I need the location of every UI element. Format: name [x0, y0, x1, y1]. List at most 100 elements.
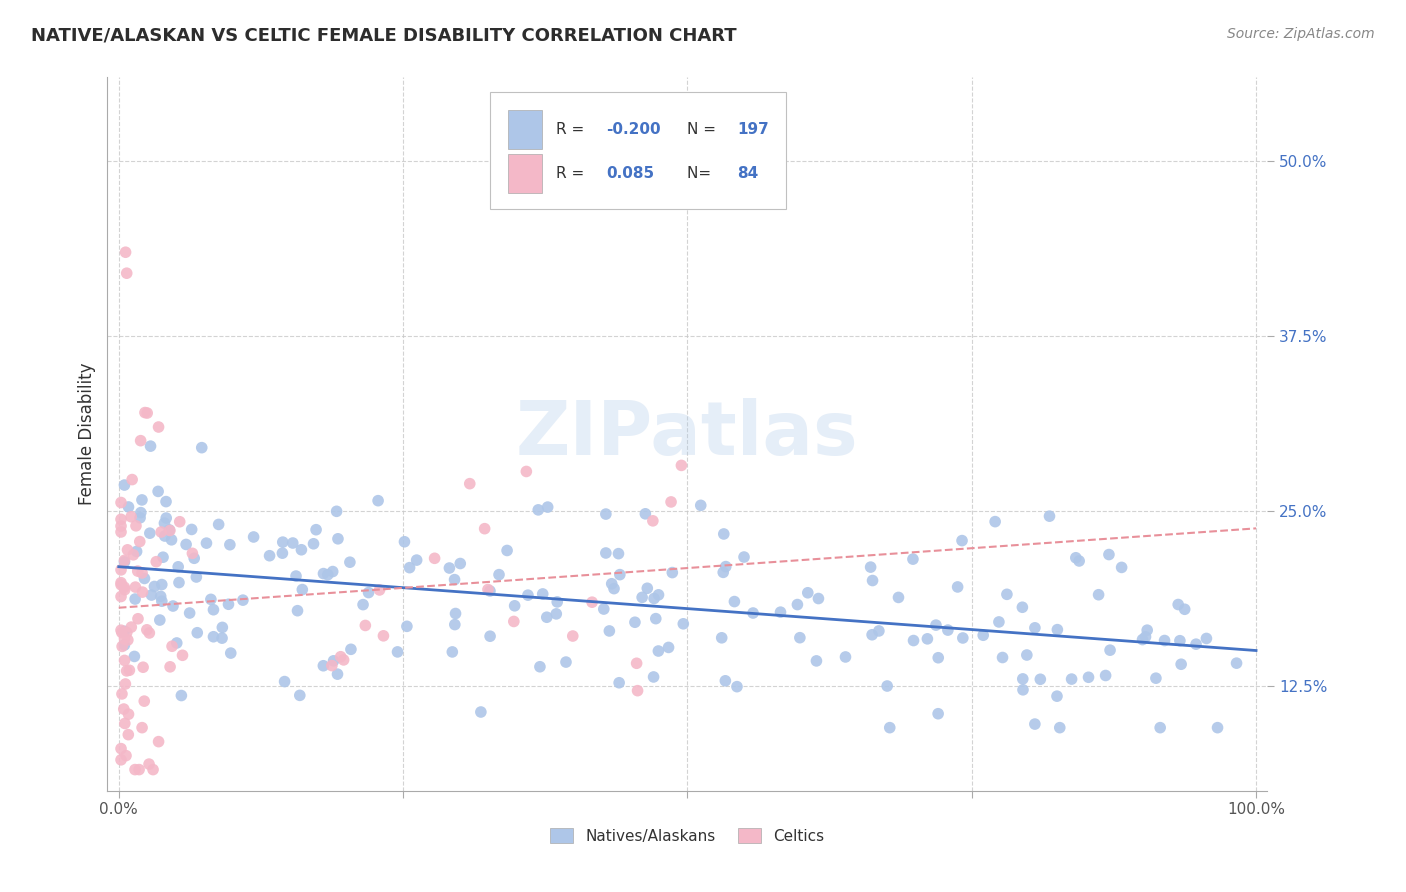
- Point: [644, 612, 666, 626]
- Point: [129, 510, 152, 524]
- Point: [141, 588, 163, 602]
- Point: [174, 537, 197, 551]
- Point: [118, 663, 141, 677]
- Point: [479, 629, 502, 643]
- Point: [546, 607, 568, 621]
- Point: [166, 636, 188, 650]
- Point: [531, 587, 554, 601]
- Point: [155, 511, 177, 525]
- Point: [115, 748, 138, 763]
- Point: [581, 595, 603, 609]
- Point: [600, 576, 623, 591]
- Point: [834, 650, 856, 665]
- Point: [387, 645, 409, 659]
- Point: [138, 757, 160, 772]
- Point: [901, 552, 924, 566]
- Point: [354, 618, 377, 632]
- Point: [1069, 554, 1091, 568]
- Point: [626, 657, 648, 671]
- Point: [458, 476, 481, 491]
- Point: [111, 640, 134, 654]
- Point: [117, 632, 139, 647]
- Point: [114, 638, 136, 652]
- Point: [474, 522, 496, 536]
- Point: [1185, 637, 1208, 651]
- Text: ZIPatlas: ZIPatlas: [516, 398, 859, 470]
- Point: [153, 529, 176, 543]
- Point: [876, 679, 898, 693]
- Point: [110, 578, 132, 592]
- Point: [155, 494, 177, 508]
- Point: [395, 619, 418, 633]
- Point: [120, 620, 142, 634]
- Point: [797, 586, 820, 600]
- Point: [647, 588, 669, 602]
- Point: [769, 605, 792, 619]
- Point: [1038, 509, 1060, 524]
- Point: [285, 569, 308, 583]
- Point: [1225, 656, 1247, 670]
- Point: [725, 680, 748, 694]
- Point: [110, 563, 132, 577]
- Text: Source: ZipAtlas.com: Source: ZipAtlas.com: [1227, 27, 1375, 41]
- Point: [1049, 721, 1071, 735]
- Point: [595, 507, 617, 521]
- Point: [200, 592, 222, 607]
- Point: [219, 646, 242, 660]
- Point: [1170, 657, 1192, 672]
- Point: [115, 625, 138, 640]
- Point: [290, 542, 312, 557]
- Point: [537, 500, 560, 514]
- Point: [603, 582, 626, 596]
- Point: [131, 721, 153, 735]
- Point: [643, 591, 665, 606]
- Point: [152, 550, 174, 565]
- Point: [291, 582, 314, 597]
- Point: [742, 606, 765, 620]
- Point: [502, 615, 524, 629]
- Point: [714, 559, 737, 574]
- Point: [110, 495, 132, 509]
- Point: [516, 588, 538, 602]
- Point: [124, 763, 146, 777]
- Point: [114, 716, 136, 731]
- Point: [1149, 721, 1171, 735]
- Point: [110, 512, 132, 526]
- Point: [287, 604, 309, 618]
- Point: [114, 653, 136, 667]
- Point: [153, 516, 176, 530]
- Point: [987, 615, 1010, 629]
- Point: [733, 549, 755, 564]
- Point: [643, 670, 665, 684]
- Point: [159, 660, 181, 674]
- Point: [357, 585, 380, 599]
- Point: [592, 602, 614, 616]
- Point: [122, 548, 145, 562]
- Point: [1024, 717, 1046, 731]
- Point: [326, 532, 349, 546]
- Point: [1168, 633, 1191, 648]
- Point: [312, 566, 335, 581]
- Point: [148, 420, 170, 434]
- Point: [444, 607, 467, 621]
- Point: [879, 721, 901, 735]
- Point: [1135, 630, 1157, 644]
- Point: [624, 615, 647, 630]
- Point: [1024, 621, 1046, 635]
- Point: [1111, 560, 1133, 574]
- Point: [710, 631, 733, 645]
- Point: [139, 526, 162, 541]
- Point: [925, 618, 948, 632]
- Point: [281, 536, 304, 550]
- Point: [477, 582, 499, 597]
- Point: [186, 570, 208, 584]
- Point: [789, 631, 811, 645]
- Text: R =: R =: [557, 122, 589, 137]
- Point: [903, 633, 925, 648]
- Point: [150, 594, 173, 608]
- Point: [1012, 682, 1035, 697]
- Point: [671, 458, 693, 473]
- Point: [142, 763, 165, 777]
- Point: [862, 574, 884, 588]
- Point: [302, 537, 325, 551]
